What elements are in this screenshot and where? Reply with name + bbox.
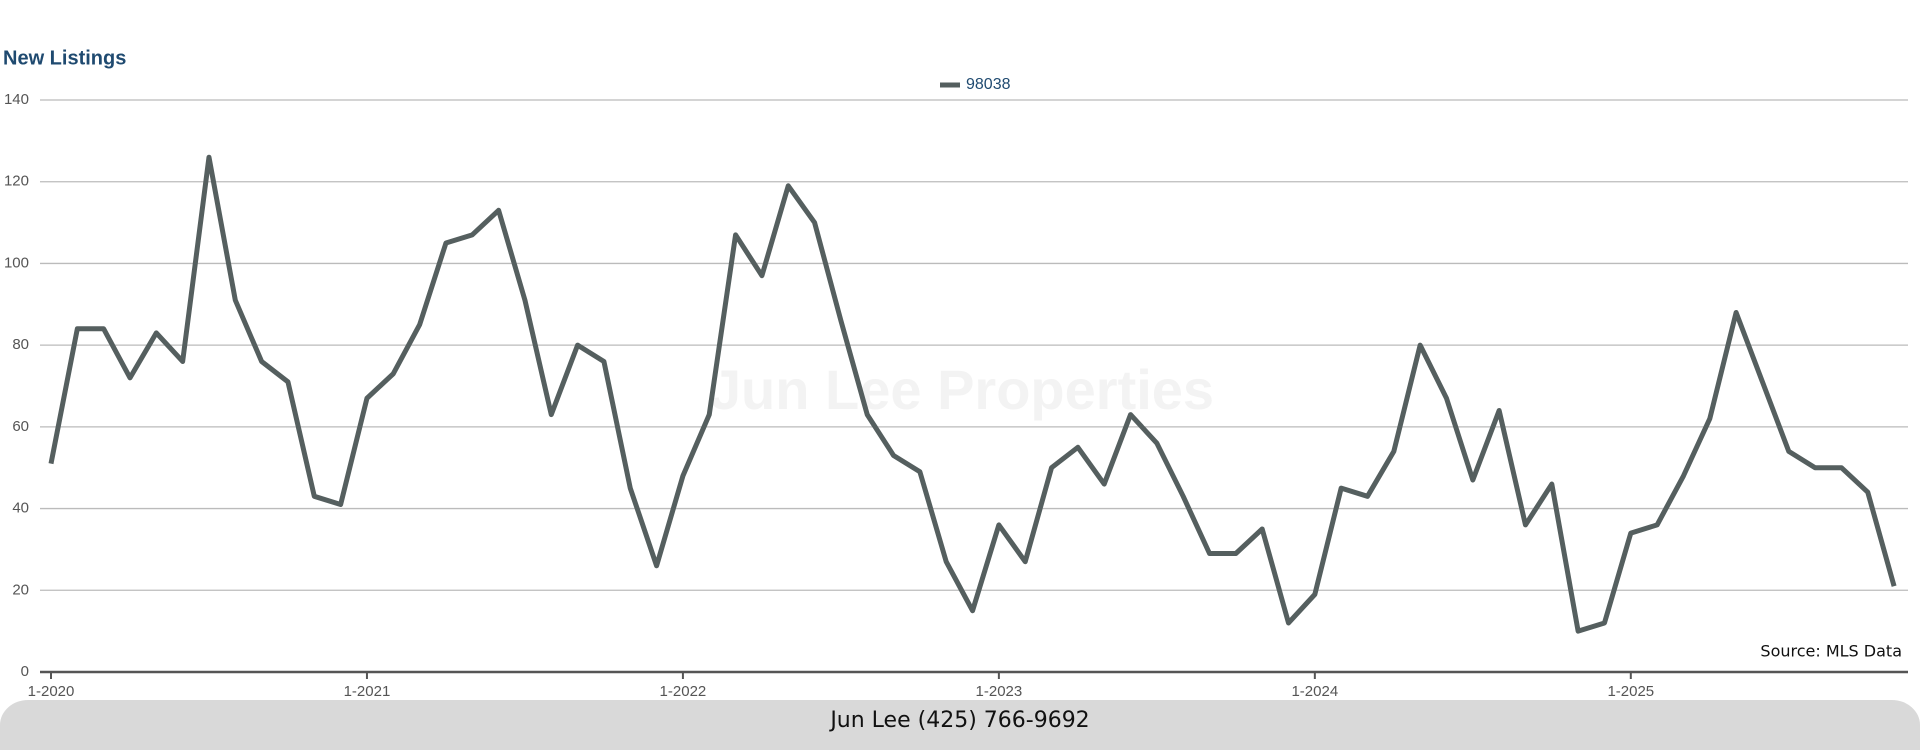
y-tick-label: 100 — [4, 254, 29, 271]
y-tick-label: 0 — [21, 663, 29, 680]
y-tick-label: 80 — [12, 336, 29, 353]
x-tick-label: 1-2020 — [28, 683, 75, 700]
x-tick-label: 1-2025 — [1607, 683, 1654, 700]
y-tick-label: 60 — [12, 418, 29, 435]
watermark: Jun Lee Properties — [710, 358, 1214, 421]
y-tick-label: 40 — [12, 500, 29, 517]
series-line — [48, 154, 1897, 634]
legend-label: 98038 — [966, 76, 1011, 93]
x-tick-label: 1-2021 — [344, 683, 391, 700]
footer-text: Jun Lee (425) 766-9692 — [828, 708, 1089, 733]
x-tick-label: 1-2023 — [976, 683, 1023, 700]
y-tick-label: 20 — [12, 581, 29, 598]
x-tick-label: 1-2022 — [660, 683, 707, 700]
y-tick-label: 120 — [4, 173, 29, 190]
x-tick-label: 1-2024 — [1291, 683, 1338, 700]
y-tick-label: 140 — [4, 91, 29, 108]
source-note: Source: MLS Data — [1760, 642, 1902, 661]
footer-band-base — [0, 725, 1920, 750]
chart-title: New Listings — [3, 47, 126, 69]
